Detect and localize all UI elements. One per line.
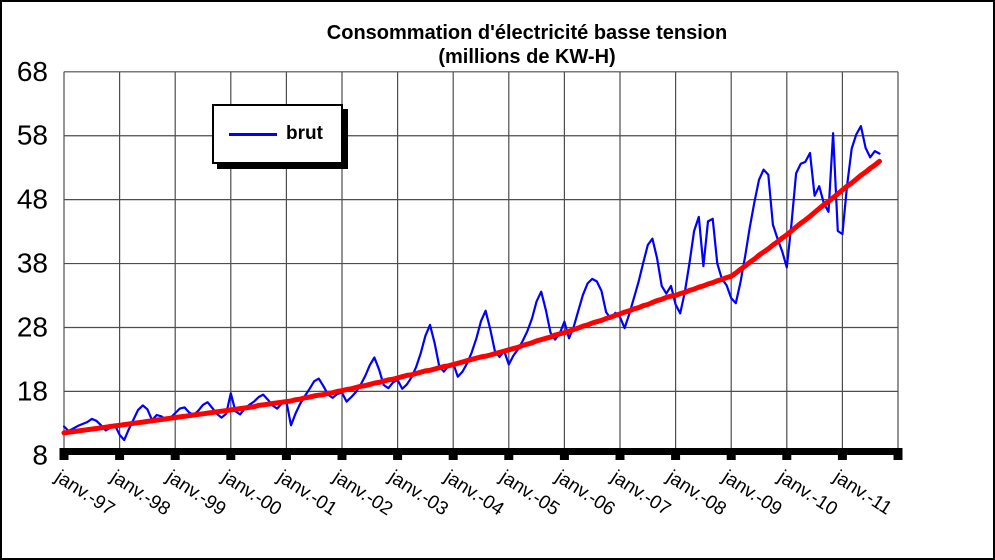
gridlines: [63, 71, 899, 456]
svg-text:28: 28: [17, 311, 48, 342]
svg-text:janv.-06: janv.-06: [551, 466, 619, 520]
series-trend: [61, 158, 882, 436]
svg-text:janv.-07: janv.-07: [606, 466, 674, 520]
svg-text:janv.-05: janv.-05: [495, 466, 563, 520]
svg-text:janv.-97: janv.-97: [50, 466, 118, 520]
series-brut: [62, 124, 881, 442]
svg-text:janv.-99: janv.-99: [162, 466, 230, 520]
svg-text:janv.-02: janv.-02: [328, 466, 396, 520]
svg-text:janv.-08: janv.-08: [662, 466, 730, 520]
svg-text:janv.-10: janv.-10: [773, 466, 841, 520]
svg-text:18: 18: [17, 375, 48, 406]
svg-text:janv.-03: janv.-03: [384, 466, 452, 520]
svg-text:janv.-09: janv.-09: [718, 466, 786, 520]
svg-text:8: 8: [32, 439, 48, 470]
svg-text:68: 68: [17, 56, 48, 87]
x-axis-labels: janv.-97janv.-98janv.-99janv.-00janv.-01…: [50, 466, 895, 520]
svg-text:48: 48: [17, 184, 48, 215]
legend-brut-label: brut: [286, 123, 323, 144]
legend-brut-line-sample: [229, 132, 277, 136]
svg-text:38: 38: [17, 248, 48, 279]
chart-title: Consommation d'électricité basse tension: [326, 22, 728, 44]
y-axis-labels: 68 58 48 38 28 18 8: [17, 56, 48, 470]
svg-text:janv.-98: janv.-98: [106, 466, 174, 520]
x-axis: [59, 448, 903, 460]
svg-text:janv.-01: janv.-01: [273, 466, 341, 520]
svg-text:58: 58: [17, 120, 48, 151]
chart-subtitle: (millions de KW-H): [438, 46, 616, 68]
svg-text:janv.-00: janv.-00: [217, 466, 285, 520]
legend: brut: [212, 104, 343, 164]
svg-text:janv.-11: janv.-11: [829, 466, 896, 519]
svg-text:janv.-04: janv.-04: [440, 466, 508, 520]
